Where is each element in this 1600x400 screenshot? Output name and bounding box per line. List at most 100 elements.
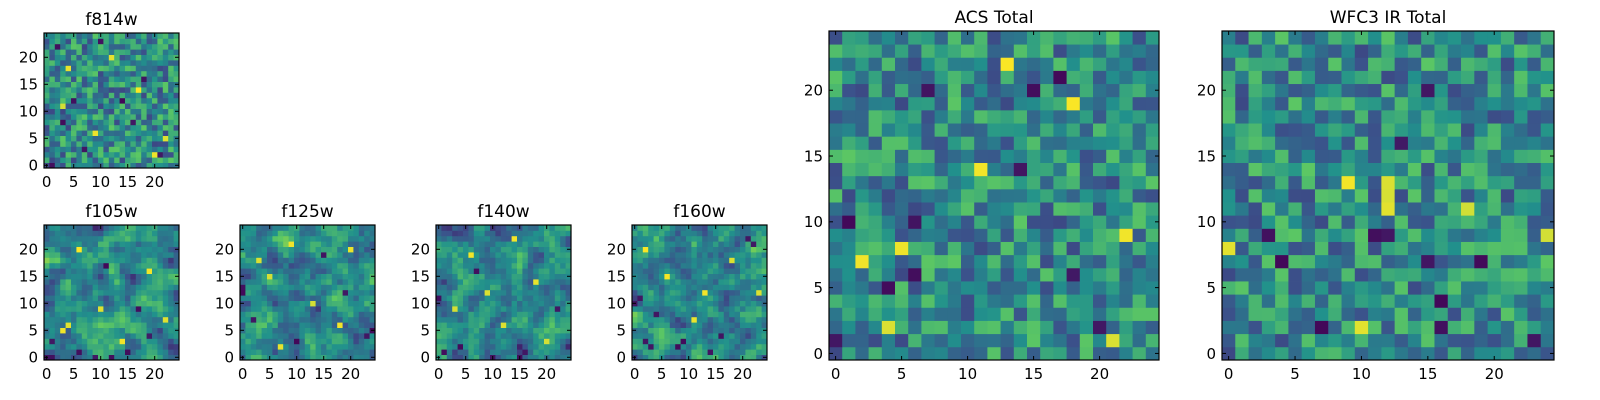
heatmap-cell (729, 306, 735, 312)
heatmap-cell (1040, 241, 1054, 256)
heatmap-cell (686, 343, 692, 350)
heatmap-cell (256, 338, 262, 345)
heatmap-cell (544, 311, 550, 318)
heatmap-cell (702, 262, 708, 269)
heatmap-cell (637, 225, 644, 231)
heatmap-cell (648, 343, 654, 350)
heatmap-cell (1261, 83, 1276, 98)
heatmap-cell (76, 114, 83, 120)
heatmap-cell (44, 49, 50, 55)
heatmap-cell (648, 322, 654, 328)
heatmap-cell (108, 295, 115, 301)
heatmap-cell (457, 311, 464, 318)
heatmap-cell (125, 54, 131, 61)
heatmap-cell (1434, 346, 1449, 361)
heatmap-cell (1119, 83, 1133, 98)
heatmap-cell (1013, 162, 1028, 177)
heatmap-cell (337, 279, 343, 285)
heatmap-cell (1381, 109, 1396, 124)
heatmap-cell (1421, 346, 1435, 361)
heatmap-cell (729, 252, 735, 258)
heatmap-cell (947, 281, 962, 295)
heatmap-cell (642, 241, 649, 247)
heatmap-cell (538, 311, 545, 318)
heatmap-cell (152, 151, 158, 158)
heatmap-cell (135, 141, 142, 147)
heatmap-cell (881, 202, 896, 216)
heatmap-cell (1000, 188, 1015, 203)
heatmap-cell (756, 268, 762, 274)
heatmap-cell (680, 316, 687, 323)
heatmap-cell (1381, 136, 1396, 150)
heatmap-cell (353, 295, 360, 301)
heatmap-cell (947, 267, 962, 282)
panel-title: f160w (673, 202, 725, 222)
heatmap-cell (1341, 31, 1356, 45)
heatmap-cell (1381, 267, 1396, 282)
heatmap-cell (921, 123, 935, 137)
heatmap-cell (277, 338, 284, 345)
heatmap-cell (1235, 149, 1249, 163)
heatmap-cell (288, 306, 295, 312)
heatmap-cell (533, 311, 539, 318)
heatmap-cell (1527, 109, 1542, 124)
heatmap-cell (702, 273, 708, 280)
heatmap-cell (653, 279, 660, 285)
heatmap-cell (669, 225, 676, 231)
heatmap-cell (1132, 136, 1147, 150)
heatmap-cell (261, 235, 268, 242)
heatmap-cell (294, 257, 300, 264)
heatmap-cell (250, 322, 257, 328)
x-tick-label: 15 (1418, 365, 1437, 383)
heatmap-cells (240, 225, 376, 361)
heatmap-cell (108, 343, 115, 350)
heatmap-cell (1040, 175, 1054, 190)
heatmap-cell (54, 225, 61, 231)
heatmap-cell (473, 349, 480, 355)
heatmap-cell (750, 252, 757, 258)
heatmap-cell (669, 241, 676, 247)
heatmap-cell (245, 327, 252, 334)
heatmap-cell (250, 241, 257, 247)
heatmap-cell (114, 92, 120, 99)
heatmap-cell (267, 327, 273, 334)
heatmap-cell (829, 294, 843, 308)
heatmap-cell (364, 343, 370, 350)
heatmap-cell (632, 289, 638, 296)
heatmap-cell (92, 92, 99, 99)
heatmap-cell (895, 346, 909, 361)
heatmap-cell (713, 252, 719, 258)
heatmap-cell (54, 316, 61, 323)
heatmap-cell (108, 257, 115, 264)
heatmap-cell (1275, 136, 1289, 150)
heatmap-cell (987, 254, 1001, 269)
heatmap-cell (157, 268, 164, 274)
heatmap-cell (740, 311, 746, 318)
heatmap-cell (680, 279, 687, 285)
heatmap-cell (734, 349, 741, 355)
heatmap-cell (71, 300, 77, 307)
heatmap-cell (304, 349, 311, 355)
heatmap-cell (947, 123, 962, 137)
heatmap-cell (740, 343, 746, 350)
heatmap-cell (65, 76, 72, 82)
heatmap-cell (653, 268, 660, 274)
heatmap-cell (881, 123, 896, 137)
heatmap-cell (87, 33, 93, 39)
heatmap-cell (1235, 241, 1249, 256)
heatmap-cell (1434, 307, 1449, 321)
heatmap-cell (1132, 307, 1147, 321)
heatmap-cell (669, 327, 676, 334)
heatmap-cell (881, 162, 896, 177)
heatmap-cell (130, 49, 137, 55)
heatmap-cell (750, 273, 757, 280)
heatmap-cell (1106, 202, 1120, 216)
heatmap-cell (522, 354, 529, 361)
heatmap-cell (315, 257, 322, 264)
x-tick-label: 0 (630, 365, 640, 383)
heatmap-cell (152, 230, 158, 237)
heatmap-cell (1288, 136, 1303, 150)
heatmap-cell (152, 70, 158, 77)
heatmap-cell (114, 311, 120, 318)
heatmap-cell (98, 92, 104, 99)
